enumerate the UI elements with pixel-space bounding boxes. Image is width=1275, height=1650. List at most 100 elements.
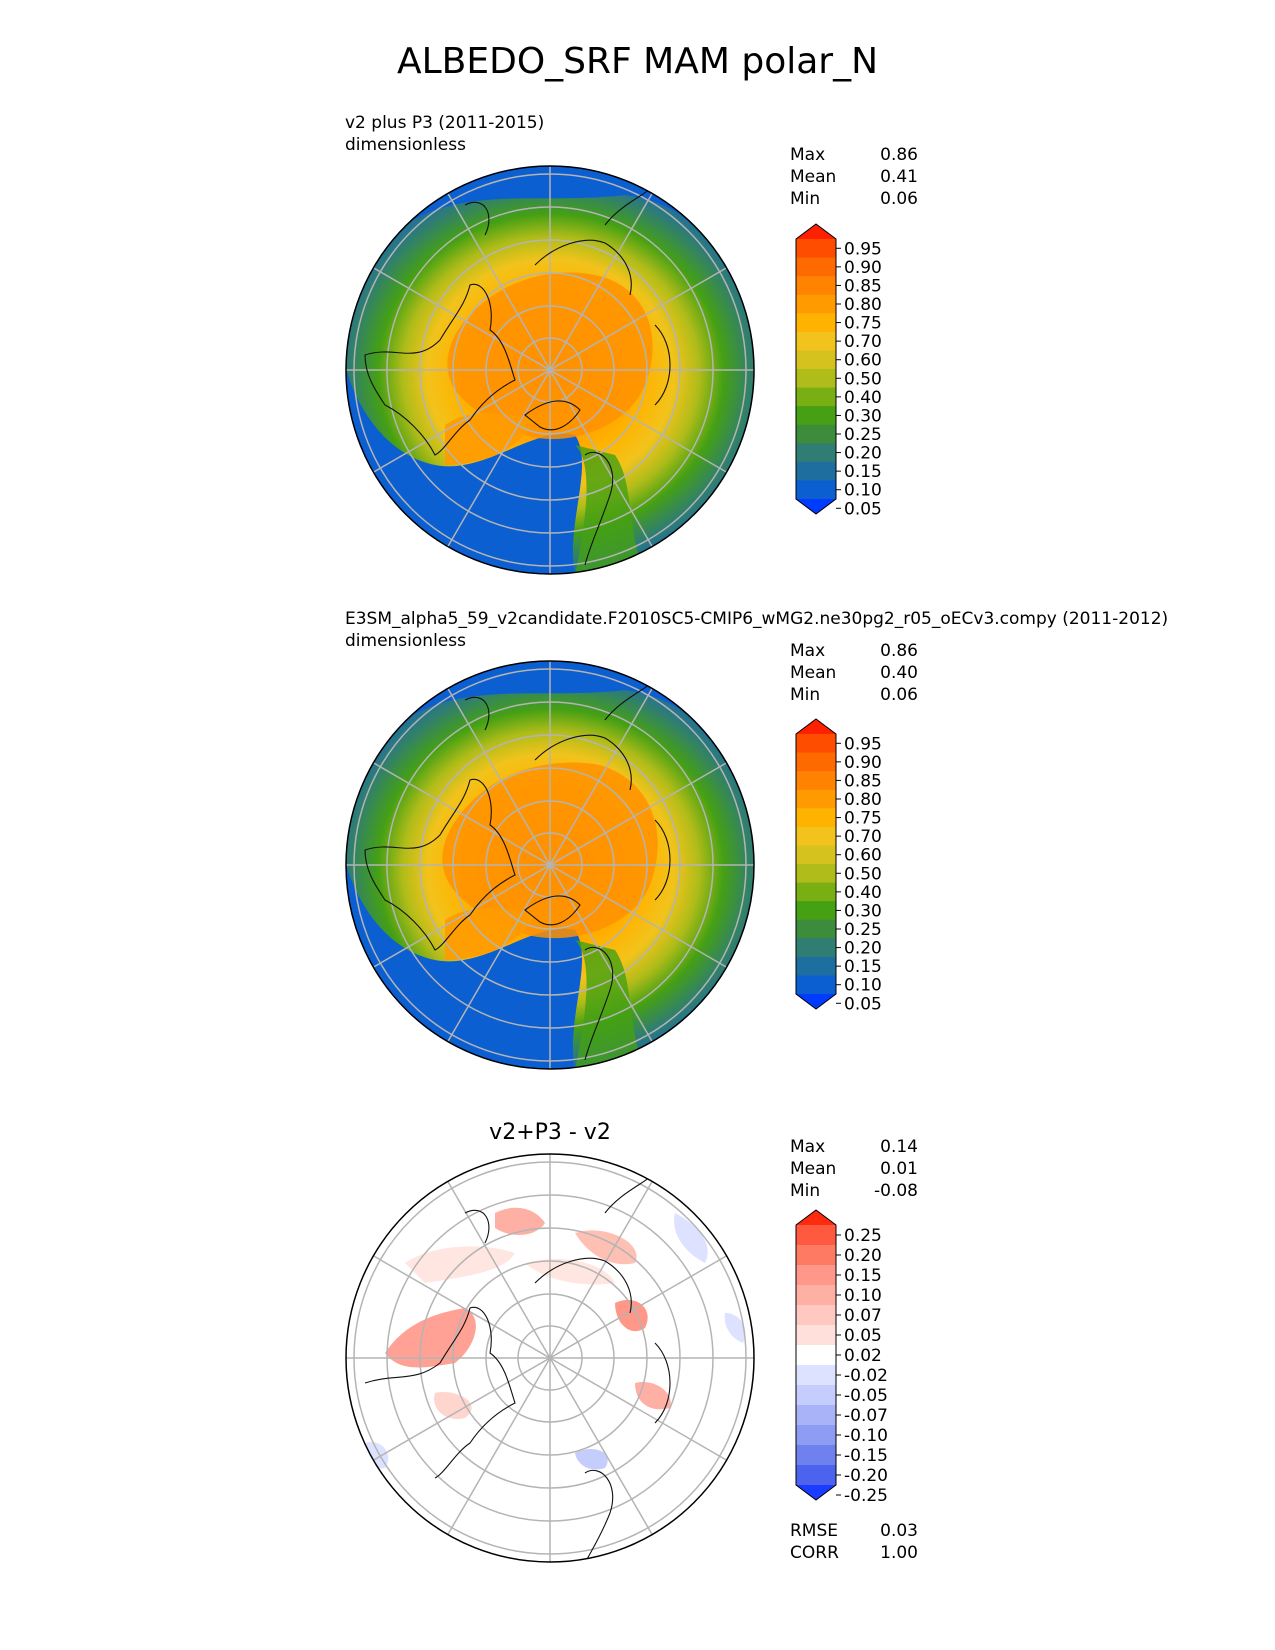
colorbar-swatch	[796, 480, 836, 500]
panel-1-title: v2 plus P3 (2011-2015) dimensionless	[345, 112, 544, 156]
colorbar-tick-label: 0.60	[844, 351, 882, 371]
colorbar-swatch	[796, 294, 836, 314]
colorbar-tick-label: 0.80	[844, 295, 882, 315]
colorbar-swatch	[796, 1245, 836, 1266]
stat-row-mean: Mean 0.01	[790, 1158, 918, 1180]
colorbar-tick-label: 0.10	[844, 1286, 882, 1306]
stat-row-corr: CORR 1.00	[790, 1542, 918, 1564]
stat-row-mean: Mean 0.40	[790, 662, 918, 684]
colorbar-tick-label: 0.05	[844, 499, 882, 519]
stat-row-min: Min 0.06	[790, 188, 918, 210]
colorbar-outline	[795, 718, 837, 1010]
colorbar-swatch	[796, 1465, 836, 1486]
colorbar-extend-bottom	[796, 1485, 836, 1500]
stat-label: Mean	[790, 167, 837, 187]
stat-value: -0.08	[874, 1181, 918, 1201]
stat-label: RMSE	[790, 1521, 839, 1541]
colorbar-extend-top	[796, 719, 836, 734]
colorbar-swatch	[796, 331, 836, 352]
colorbar-swatch	[796, 938, 836, 958]
colorbar-swatch	[796, 845, 836, 865]
colorbar-tick-label: 0.85	[844, 276, 882, 296]
colorbar-tick-label: 0.30	[844, 406, 882, 426]
panel-2-title: E3SM_alpha5_59_v2candidate.F2010SC5-CMIP…	[345, 608, 1168, 652]
colorbar-extend-bottom	[796, 499, 836, 514]
colorbar-tick-label: 0.02	[844, 1346, 882, 1366]
colorbar-swatch	[796, 313, 836, 333]
colorbar-tick-label: 0.15	[844, 1266, 882, 1286]
colorbar-tick-label: 0.90	[844, 258, 882, 278]
colorbar-tick-label: 0.20	[844, 444, 882, 464]
colorbar-tick-label: 0.05	[844, 1326, 882, 1346]
panel-3-stats: Max 0.14 Mean 0.01 Min -0.08	[790, 1136, 918, 1202]
stat-value: 1.00	[880, 1543, 918, 1563]
colorbar-tick-label: 0.15	[844, 462, 882, 482]
colorbar-swatch	[796, 752, 836, 772]
panel-2-stats: Max 0.86 Mean 0.40 Min 0.06	[790, 640, 918, 706]
colorbar-extend-top	[796, 1210, 836, 1225]
colorbar-tick-label: 0.85	[844, 771, 882, 791]
colorbar-swatch	[796, 387, 836, 407]
colorbar-swatch	[796, 1265, 836, 1286]
colorbar-swatch	[796, 1345, 836, 1366]
stat-row-rmse: RMSE 0.03	[790, 1520, 918, 1542]
colorbar-tick-label: -0.07	[844, 1406, 888, 1426]
stat-value: 0.14	[880, 1137, 918, 1157]
colorbar-tick-label: -0.02	[844, 1366, 888, 1386]
stat-value: 0.01	[880, 1159, 918, 1179]
colorbar-swatch	[796, 771, 836, 791]
colorbar-swatch	[796, 826, 836, 847]
stat-label: Max	[790, 1137, 826, 1157]
colorbar-tick-label: 0.60	[844, 846, 882, 866]
colorbar-tick-label: -0.25	[844, 1486, 888, 1506]
colorbar-swatch	[796, 1285, 836, 1306]
panel-3-extra-stats: RMSE 0.03 CORR 1.00	[790, 1520, 918, 1564]
colorbar-swatch	[796, 1445, 836, 1466]
colorbar-tick-label: 0.30	[844, 901, 882, 921]
colorbar-swatch	[796, 734, 836, 754]
colorbar-tick-label: 0.75	[844, 809, 882, 829]
colorbar-swatch	[796, 1225, 836, 1246]
colorbar-swatch	[796, 864, 836, 884]
figure-title: ALBEDO_SRF MAM polar_N	[396, 41, 879, 82]
stat-label: Min	[790, 685, 821, 705]
stat-label: Max	[790, 145, 826, 165]
colorbar-2: 0.95 0.90 0.85 0.80 0.75 0.70 0.60 0.50 0.40 0.30…	[790, 717, 910, 1017]
colorbar-swatch	[796, 461, 836, 482]
panel-2-title-case: E3SM_alpha5_59_v2candidate.F2010SC5-CMIP…	[345, 609, 1169, 629]
colorbar-tick-label: 0.25	[844, 1226, 882, 1246]
colorbar-1-svg: 0.950.900.850.800.750.700.600.500.400.30…	[795, 223, 882, 519]
colorbar-swatch	[796, 1325, 836, 1346]
colorbar-tick-label: -0.20	[844, 1466, 888, 1486]
colorbar-swatch	[796, 975, 836, 995]
colorbar-swatch	[796, 956, 836, 977]
colorbar-swatch	[796, 1305, 836, 1326]
stat-row-max: Max 0.86	[790, 144, 918, 166]
panel-3-title: v2+P3 - v2	[489, 1120, 611, 1145]
panel-1-stats: Max 0.86 Mean 0.41 Min 0.06	[790, 144, 918, 210]
colorbar-swatch	[796, 1365, 836, 1386]
colorbar-tick-label: -0.05	[844, 1386, 888, 1406]
colorbar-swatch	[796, 369, 836, 389]
stat-label: CORR	[790, 1543, 839, 1563]
polar-map-3	[345, 1153, 755, 1563]
stat-label: Mean	[790, 1159, 837, 1179]
stat-value: 0.86	[880, 145, 918, 165]
stat-row-max: Max 0.14	[790, 1136, 918, 1158]
colorbar-tick-label: 0.25	[844, 920, 882, 940]
colorbar-extend-bottom	[796, 994, 836, 1009]
colorbar-swatch	[796, 350, 836, 370]
colorbar-tick-label: 0.75	[844, 314, 882, 334]
colorbar-swatch	[796, 406, 836, 426]
colorbar-tick-label: 0.95	[844, 239, 882, 259]
colorbar-tick-label: 0.70	[844, 332, 882, 352]
colorbar-swatch	[796, 1385, 836, 1406]
colorbar-tick-label: 0.95	[844, 734, 882, 754]
colorbar-1: 0.95 0.90 0.85 0.80 0.75 0.70 0.60 0.50 0.40 0.30…	[790, 222, 910, 522]
colorbar-tick-label: 0.50	[844, 864, 882, 884]
colorbar-outline	[795, 1209, 837, 1501]
colorbar-outline	[795, 223, 837, 515]
stat-value: 0.06	[880, 189, 918, 209]
stat-row-mean: Mean 0.41	[790, 166, 918, 188]
colorbar-tick-label: 0.50	[844, 369, 882, 389]
